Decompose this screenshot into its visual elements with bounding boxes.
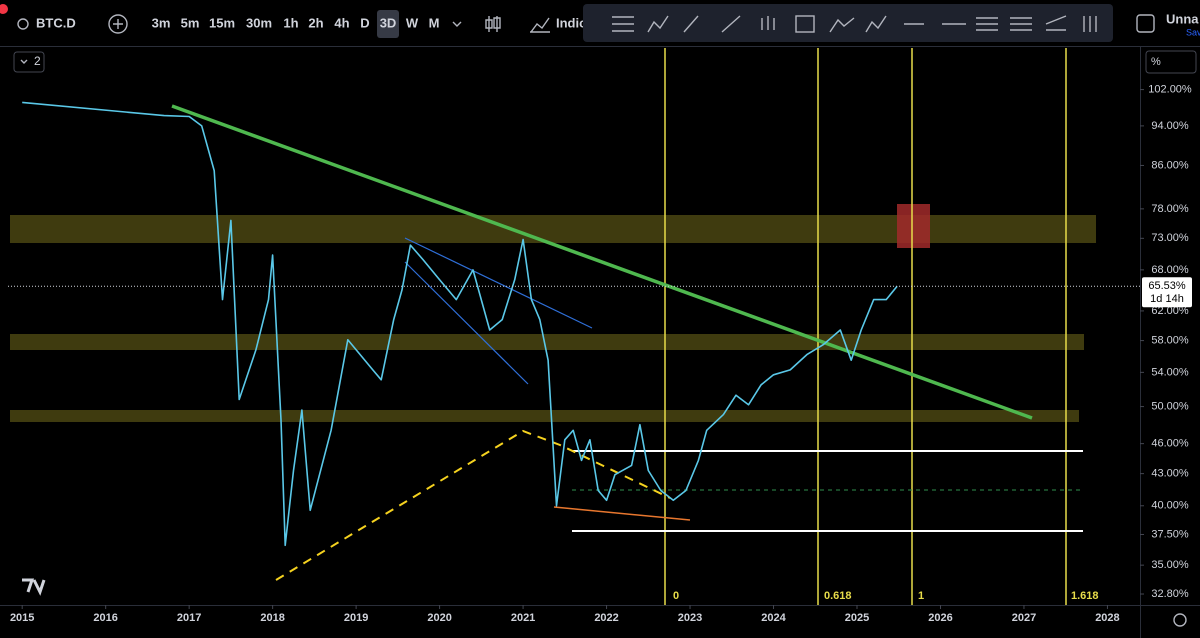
fib-time-lines	[664, 48, 1067, 605]
layout-name[interactable]: Unna	[1166, 11, 1199, 26]
y-tick-label: 43.00%	[1151, 468, 1189, 480]
tool[interactable]	[865, 15, 887, 33]
tool[interactable]	[761, 16, 775, 30]
target-box	[897, 204, 930, 248]
scale-mode[interactable]	[1145, 50, 1197, 74]
legend-chevron	[20, 59, 28, 64]
x-tick-label: 2027	[1012, 612, 1036, 624]
indicators[interactable]: Indic	[556, 15, 586, 30]
tool[interactable]	[612, 16, 634, 32]
x-tick-label: 2019	[344, 612, 368, 624]
axis-borders	[0, 47, 1200, 638]
range-lines	[572, 450, 1083, 532]
y-tick-label: 86.00%	[1151, 159, 1189, 171]
y-tick-label: 62.00%	[1151, 305, 1189, 317]
zone	[10, 215, 1096, 243]
zone	[10, 334, 1084, 350]
x-tick-label: 2017	[177, 612, 201, 624]
interval[interactable]: 5m	[181, 15, 200, 30]
interval[interactable]: 3D	[380, 15, 397, 30]
interval[interactable]: 3m	[152, 15, 171, 30]
y-tick-label: 37.50%	[1151, 528, 1189, 540]
scale-mode-label: %	[1151, 56, 1161, 68]
fib-label: 1.618	[1071, 590, 1099, 602]
y-tick-label: 94.00%	[1151, 120, 1189, 132]
interval[interactable]: 1h	[283, 15, 298, 30]
x-tick-label: 2016	[93, 612, 117, 624]
last-price-label: 65.53%	[1148, 280, 1186, 292]
drawings	[10, 48, 1096, 605]
tool[interactable]	[1010, 17, 1032, 31]
y-tick-label: 68.00%	[1151, 264, 1189, 276]
interval-active-bg	[377, 10, 399, 38]
y-tick-label: 50.00%	[1151, 400, 1189, 412]
chart-type-icon[interactable]	[485, 16, 501, 32]
x-tick-label: 2024	[761, 612, 786, 624]
x-tick-label: 2018	[260, 612, 284, 624]
y-tick-label: 102.00%	[1148, 83, 1192, 95]
tool[interactable]	[721, 15, 741, 33]
y-tick-label: 54.00%	[1151, 366, 1189, 378]
legend-count: 2	[34, 54, 41, 68]
channel	[404, 237, 593, 385]
tool[interactable]	[683, 15, 699, 33]
interval[interactable]: 30m	[246, 15, 272, 30]
tool[interactable]	[1045, 15, 1067, 31]
path-dashed	[275, 429, 671, 581]
x-tick-label: 2015	[10, 612, 34, 624]
legend-toggle[interactable]	[13, 51, 45, 73]
y-tick-label: 40.00%	[1151, 500, 1189, 512]
tool[interactable]	[829, 17, 855, 33]
tool[interactable]	[795, 15, 815, 33]
y-tick-label: 73.00%	[1151, 232, 1189, 244]
settings-icon[interactable]	[1173, 613, 1187, 627]
fib-label: 0.618	[824, 590, 852, 602]
plot	[8, 101, 1140, 547]
x-tick-label: 2021	[511, 612, 535, 624]
x-tick-label: 2028	[1095, 612, 1119, 624]
x-tick-label: 2023	[678, 612, 702, 624]
top-toolbar: BTC.D 3m 5m 15m 30m 1h 2h 4h D 3D W M In…	[0, 4, 1200, 42]
y-tick-label: 58.00%	[1151, 334, 1189, 346]
y-tick-label: 35.00%	[1151, 559, 1189, 571]
symbol[interactable]: BTC.D	[36, 15, 76, 30]
logo	[22, 578, 46, 596]
layout-icon[interactable]	[1136, 14, 1155, 33]
interval[interactable]: D	[360, 15, 369, 30]
y-tick-label: 32.80%	[1151, 588, 1189, 600]
trendline	[171, 104, 1033, 420]
alert-dot	[0, 4, 8, 14]
indicators-icon[interactable]	[530, 17, 550, 33]
fib-label: 0	[673, 590, 679, 602]
add-symbol[interactable]	[108, 14, 128, 34]
tool[interactable]	[647, 15, 669, 33]
add-icon	[113, 19, 123, 29]
tool[interactable]	[1083, 16, 1097, 32]
interval-dropdown[interactable]	[452, 21, 462, 27]
save-status: Sav	[1186, 27, 1200, 37]
interval[interactable]: W	[406, 15, 419, 30]
interval[interactable]: 4h	[334, 15, 349, 30]
zone	[10, 410, 1079, 422]
x-tick-label: 2020	[427, 612, 451, 624]
x-tick-label: 2022	[594, 612, 618, 624]
interval[interactable]: 15m	[209, 15, 235, 30]
price-line	[22, 101, 898, 547]
x-tick-label: 2026	[928, 612, 952, 624]
interval[interactable]: M	[429, 15, 440, 30]
tool[interactable]	[976, 17, 998, 31]
last-price-badge	[1142, 277, 1192, 308]
interval[interactable]: 2h	[308, 15, 323, 30]
support-line	[553, 506, 691, 521]
x-tick-label: 2025	[845, 612, 869, 624]
search-icon[interactable]	[17, 18, 29, 30]
countdown: 1d 14h	[1150, 293, 1184, 305]
fib-label: 1	[918, 590, 924, 602]
y-tick-label: 46.00%	[1151, 438, 1189, 450]
y-tick-label: 78.00%	[1151, 203, 1189, 215]
